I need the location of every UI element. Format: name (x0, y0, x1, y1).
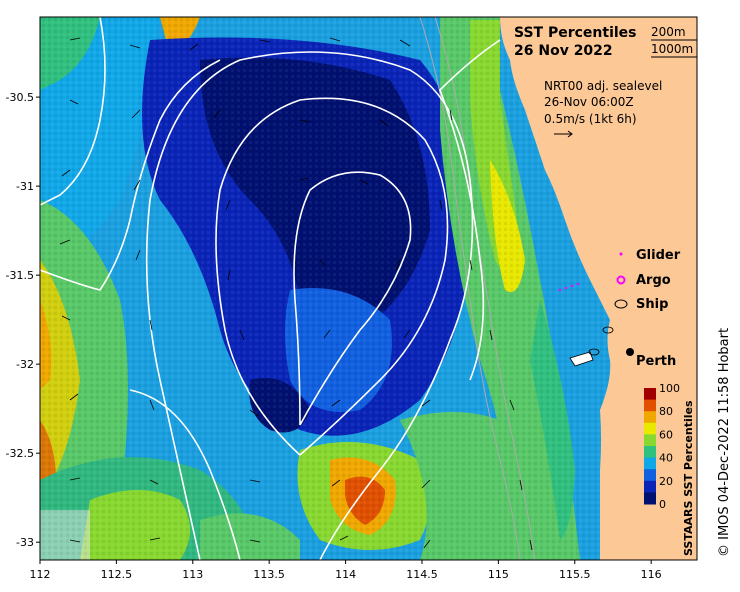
colorbar-segment (644, 388, 656, 401)
x-tick-label: 113 (182, 568, 203, 581)
colorbar-tick-label: 20 (659, 475, 673, 488)
ship-legend-icon (614, 299, 628, 309)
x-tick-label: 114 (335, 568, 356, 581)
x-tick-label: 113.5 (253, 568, 285, 581)
y-tick-label: -32 (16, 358, 34, 371)
current-source-label: NRT00 adj. sealevel (544, 79, 662, 93)
colorbar-tick-label: 60 (659, 428, 673, 441)
plot-frame (39, 16, 698, 561)
colorbar-segment (644, 411, 656, 424)
ship-legend-label: Ship (636, 297, 668, 312)
colorbar-title: SSTAARS SST Percentiles (682, 400, 695, 556)
colorbar-tick-label: 100 (659, 382, 680, 395)
map-title-line1: SST Percentiles (514, 25, 637, 41)
sst-field (40, 17, 697, 560)
colorbar-tick-label: 40 (659, 452, 673, 465)
map-title-line2: 26 Nov 2022 (514, 43, 613, 59)
x-tick-label: 115.5 (559, 568, 591, 581)
current-time-label: 26-Nov 06:00Z (544, 95, 634, 109)
x-tick-label: 116 (641, 568, 662, 581)
colorbar-tick-label: 80 (659, 405, 673, 418)
x-tick-label: 114.5 (406, 568, 438, 581)
colorbar-segment (644, 446, 656, 459)
x-axis: 112 112.5 113 113.5 114 114.5 115 115.5 116 (30, 560, 662, 581)
y-tick-label: -31.5 (6, 269, 34, 282)
colorbar-segment (644, 480, 656, 493)
y-tick-label: -32.5 (6, 447, 34, 460)
colorbar-segment (644, 434, 656, 447)
y-tick-label: -30.5 (6, 91, 34, 104)
y-tick-label: -33 (16, 536, 34, 549)
glider-legend-icon (619, 252, 623, 256)
colorbar-segment (644, 399, 656, 412)
contour-legend-1000m: 1000m (651, 42, 693, 56)
colorbar-tick-label: 0 (659, 498, 666, 511)
argo-legend-icon (616, 275, 626, 285)
perth-label: Perth (636, 354, 676, 369)
colorbar-segment (644, 457, 656, 470)
x-tick-label: 112 (30, 568, 51, 581)
colorbar-ticks: 100 80 60 40 20 0 (659, 382, 680, 511)
y-axis: -30.5 -31 -31.5 -32 -32.5 -33 (6, 91, 40, 549)
y-tick-label: -31 (16, 180, 34, 193)
vector-scale-arrow (554, 130, 573, 138)
current-vectors (59, 37, 533, 551)
vector-scale-label: 0.5m/s (1kt 6h) (544, 112, 637, 126)
glider-legend-label: Glider (636, 248, 681, 263)
argo-legend-label: Argo (636, 273, 671, 288)
contour-legend-200m: 200m (651, 25, 686, 39)
x-tick-label: 112.5 (101, 568, 133, 581)
colorbar (644, 388, 656, 505)
colorbar-segment (644, 422, 656, 435)
x-tick-label: 115 (488, 568, 509, 581)
credit-text: © IMOS 04-Dec-2022 11:58 Hobart (717, 328, 732, 557)
colorbar-segment (644, 469, 656, 482)
perth-marker (626, 348, 634, 356)
glider-track (558, 282, 580, 292)
colorbar-segment (644, 492, 656, 505)
